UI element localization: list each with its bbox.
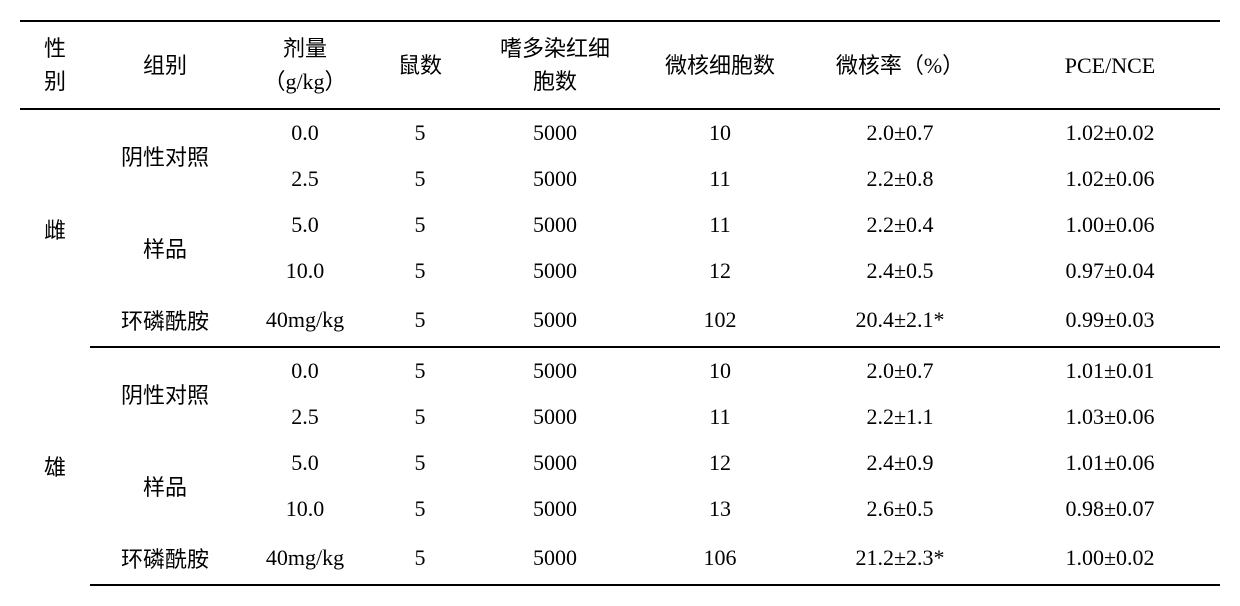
cell-mn: 10 <box>640 109 800 156</box>
cell-dose: 10.0 <box>240 486 370 532</box>
col-group: 组别 <box>90 21 240 109</box>
cell-mice: 5 <box>370 156 470 202</box>
cell-dose: 40mg/kg <box>240 294 370 347</box>
cell-ratio: 0.98±0.07 <box>1000 486 1220 532</box>
col-dose-l1: 剂量 <box>283 36 327 61</box>
cell-mn: 106 <box>640 532 800 585</box>
group-sample: 样品 <box>90 440 240 532</box>
group-neg: 阴性对照 <box>90 347 240 440</box>
cell-mn: 13 <box>640 486 800 532</box>
cell-pce: 5000 <box>470 202 640 248</box>
cell-pce: 5000 <box>470 394 640 440</box>
cell-rate: 2.0±0.7 <box>800 347 1000 394</box>
cell-dose: 0.0 <box>240 109 370 156</box>
cell-mn: 10 <box>640 347 800 394</box>
cell-pce: 5000 <box>470 486 640 532</box>
cell-dose: 2.5 <box>240 156 370 202</box>
cell-pce: 5000 <box>470 347 640 394</box>
cell-dose: 2.5 <box>240 394 370 440</box>
cell-dose: 0.0 <box>240 347 370 394</box>
cell-rate: 2.2±0.8 <box>800 156 1000 202</box>
cell-mice: 5 <box>370 532 470 585</box>
micronucleus-table: 性 别 组别 剂量 （g/kg） 鼠数 嗜多染红细 胞数 微核细胞数 微核率（%… <box>20 20 1220 586</box>
col-dose: 剂量 （g/kg） <box>240 21 370 109</box>
cell-dose: 10.0 <box>240 248 370 294</box>
group-cyc: 环磷酰胺 <box>90 532 240 585</box>
cell-mice: 5 <box>370 440 470 486</box>
table-row: 环磷酰胺 40mg/kg 5 5000 102 20.4±2.1* 0.99±0… <box>20 294 1220 347</box>
cell-mice: 5 <box>370 109 470 156</box>
cell-mn: 11 <box>640 202 800 248</box>
table-row: 环磷酰胺 40mg/kg 5 5000 106 21.2±2.3* 1.00±0… <box>20 532 1220 585</box>
cell-rate: 2.6±0.5 <box>800 486 1000 532</box>
col-mn-rate: 微核率（%） <box>800 21 1000 109</box>
cell-ratio: 1.03±0.06 <box>1000 394 1220 440</box>
cell-dose: 5.0 <box>240 202 370 248</box>
col-pce-count: 嗜多染红细 胞数 <box>470 21 640 109</box>
table-row: 雌 阴性对照 0.0 5 5000 10 2.0±0.7 1.02±0.02 <box>20 109 1220 156</box>
cell-pce: 5000 <box>470 109 640 156</box>
cell-rate: 2.2±1.1 <box>800 394 1000 440</box>
cell-pce: 5000 <box>470 248 640 294</box>
col-sex-l2: 别 <box>44 69 66 94</box>
sex-female: 雌 <box>20 109 90 347</box>
cell-mn: 12 <box>640 248 800 294</box>
cell-mice: 5 <box>370 202 470 248</box>
col-mn-cells: 微核细胞数 <box>640 21 800 109</box>
col-pce-l2: 胞数 <box>533 69 577 94</box>
cell-rate: 21.2±2.3* <box>800 532 1000 585</box>
cell-rate: 2.0±0.7 <box>800 109 1000 156</box>
col-pce-nce: PCE/NCE <box>1000 21 1220 109</box>
cell-ratio: 1.02±0.06 <box>1000 156 1220 202</box>
cell-pce: 5000 <box>470 440 640 486</box>
cell-mn: 102 <box>640 294 800 347</box>
cell-mice: 5 <box>370 347 470 394</box>
cell-pce: 5000 <box>470 532 640 585</box>
group-sample: 样品 <box>90 202 240 294</box>
col-dose-l2: （g/kg） <box>263 69 346 94</box>
cell-ratio: 0.99±0.03 <box>1000 294 1220 347</box>
table-row: 样品 5.0 5 5000 11 2.2±0.4 1.00±0.06 <box>20 202 1220 248</box>
cell-mice: 5 <box>370 294 470 347</box>
cell-mn: 11 <box>640 394 800 440</box>
cell-mice: 5 <box>370 394 470 440</box>
group-cyc: 环磷酰胺 <box>90 294 240 347</box>
cell-ratio: 1.00±0.02 <box>1000 532 1220 585</box>
cell-rate: 2.4±0.5 <box>800 248 1000 294</box>
col-mice: 鼠数 <box>370 21 470 109</box>
cell-mice: 5 <box>370 248 470 294</box>
table-row: 雄 阴性对照 0.0 5 5000 10 2.0±0.7 1.01±0.01 <box>20 347 1220 394</box>
col-sex-l1: 性 <box>44 36 66 61</box>
cell-mn: 12 <box>640 440 800 486</box>
header-row: 性 别 组别 剂量 （g/kg） 鼠数 嗜多染红细 胞数 微核细胞数 微核率（%… <box>20 21 1220 109</box>
cell-pce: 5000 <box>470 294 640 347</box>
cell-dose: 5.0 <box>240 440 370 486</box>
col-sex: 性 别 <box>20 21 90 109</box>
cell-ratio: 1.00±0.06 <box>1000 202 1220 248</box>
table-row: 样品 5.0 5 5000 12 2.4±0.9 1.01±0.06 <box>20 440 1220 486</box>
cell-dose: 40mg/kg <box>240 532 370 585</box>
sex-male: 雄 <box>20 347 90 585</box>
cell-pce: 5000 <box>470 156 640 202</box>
cell-rate: 2.4±0.9 <box>800 440 1000 486</box>
cell-ratio: 1.01±0.06 <box>1000 440 1220 486</box>
cell-ratio: 0.97±0.04 <box>1000 248 1220 294</box>
cell-mice: 5 <box>370 486 470 532</box>
cell-mn: 11 <box>640 156 800 202</box>
cell-ratio: 1.01±0.01 <box>1000 347 1220 394</box>
cell-rate: 20.4±2.1* <box>800 294 1000 347</box>
group-neg: 阴性对照 <box>90 109 240 202</box>
cell-ratio: 1.02±0.02 <box>1000 109 1220 156</box>
col-pce-l1: 嗜多染红细 <box>500 36 610 61</box>
cell-rate: 2.2±0.4 <box>800 202 1000 248</box>
